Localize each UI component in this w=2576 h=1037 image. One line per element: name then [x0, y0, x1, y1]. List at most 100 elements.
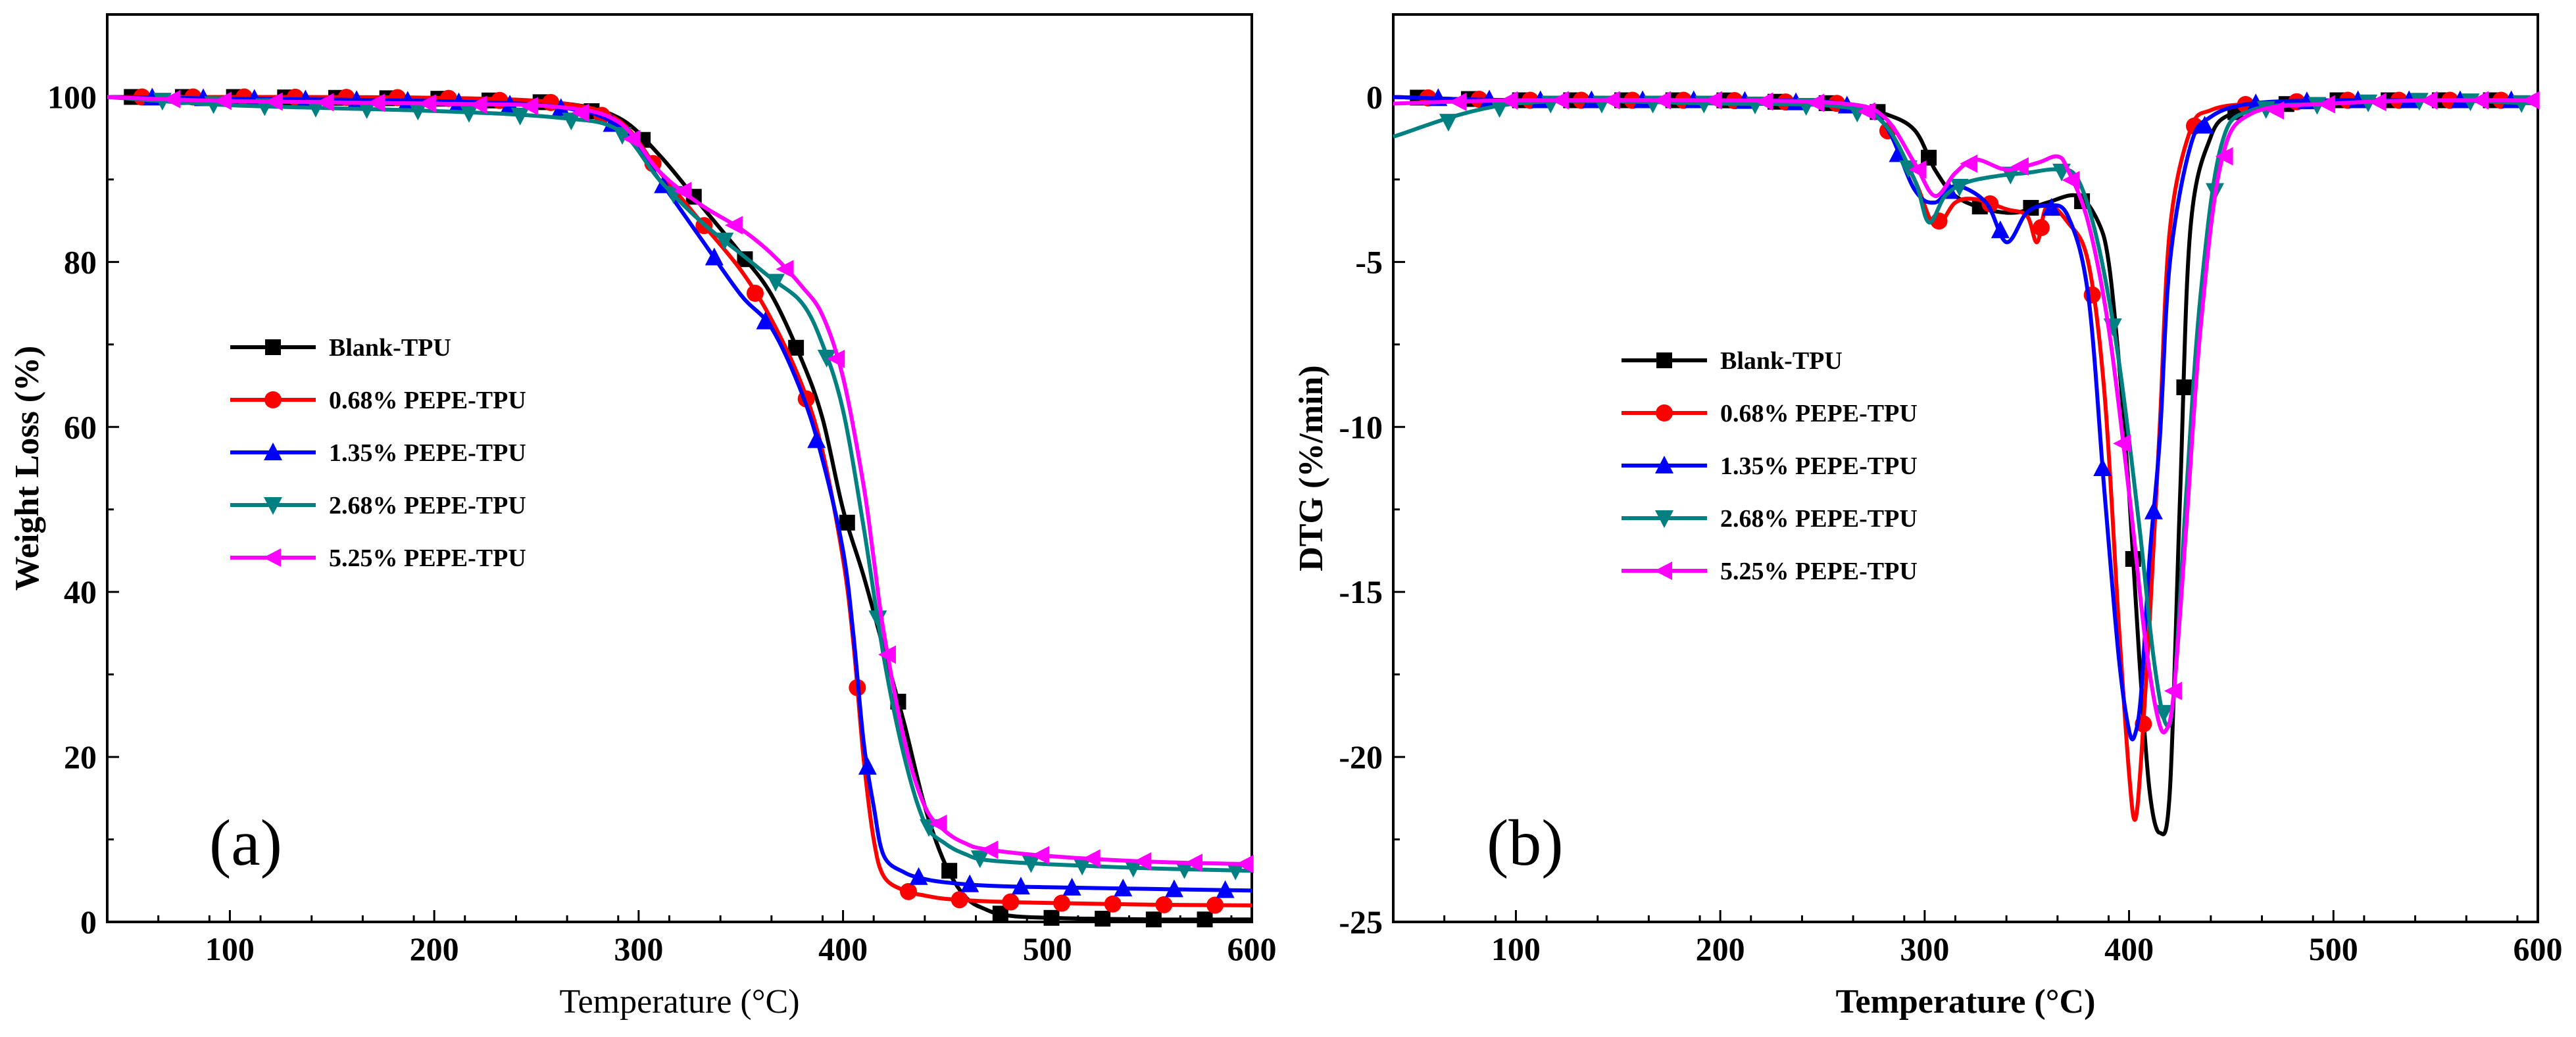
- panel-a-legend-label: 1.35% PEPE-TPU: [329, 439, 526, 467]
- panel-a-series-marker: [367, 93, 385, 112]
- panel-a-legend-label: Blank-TPU: [329, 334, 451, 362]
- panel-a-series-marker: [724, 216, 743, 235]
- panel-b-series-marker: [2164, 681, 2182, 700]
- panel-a-series-marker: [1226, 862, 1245, 880]
- panel-b-legend-label: 5.25% PEPE-TPU: [1720, 558, 1918, 585]
- panel-a-series: [107, 87, 1254, 928]
- panel-b-frame: [1392, 13, 2539, 923]
- panel-a-series-marker: [1197, 911, 1213, 928]
- panel-b-series-marker: [1755, 92, 1773, 111]
- panel-a-series-marker: [162, 89, 181, 109]
- panel-a-series-marker: [264, 92, 283, 111]
- panel-a-ytick-label: 40: [64, 573, 97, 610]
- panel-a-series-marker: [909, 867, 928, 885]
- panel-a-series-marker: [1145, 911, 1162, 928]
- panel-a-series-marker: [929, 814, 947, 833]
- panel-a-series-marker: [1114, 879, 1133, 897]
- panel-a-series-marker: [766, 274, 785, 292]
- panel-a-series-marker: [674, 181, 692, 201]
- panel-a-ytick-label: 20: [64, 738, 97, 775]
- panel-b-legend-label: 2.68% PEPE-TPU: [1720, 505, 1918, 533]
- panel-a-series-marker: [705, 247, 724, 266]
- panel-b-series-line: [1393, 95, 2538, 822]
- panel-b-series-marker: [2419, 91, 2438, 110]
- panel-b-series-marker: [2042, 198, 2061, 216]
- panel-b-series-line: [1393, 95, 2538, 742]
- panel-b-xlabel: Temperature (°C): [1836, 983, 2096, 1021]
- panel-b-series-marker: [1857, 102, 1875, 121]
- panel-a-xtick-label: 600: [1227, 930, 1277, 967]
- panel-a-series-marker: [756, 311, 775, 329]
- panel-a-series-marker: [827, 349, 845, 368]
- panel-a-series-marker: [459, 105, 478, 123]
- panel-b-series-marker: [1848, 105, 1867, 123]
- panel-a-series-marker: [941, 863, 958, 879]
- panel-a-series-marker: [1082, 849, 1101, 868]
- panel-a-series-marker: [418, 94, 436, 113]
- panel-a-series-marker: [746, 285, 764, 302]
- panel-a-legend-marker: [264, 391, 282, 408]
- panel-a-xtick-label: 100: [205, 930, 255, 967]
- panel-b-series-marker: [2215, 147, 2233, 166]
- panel-a-series-line: [107, 95, 1252, 893]
- panel-a-series-marker: [1216, 880, 1235, 898]
- panel-b-ticks: 100 200 300 400 500 600 -25 -20 -15 -10 -5 0: [1339, 13, 2563, 967]
- panel-a-legend-marker: [264, 443, 282, 460]
- panel-b-series-marker: [2471, 91, 2489, 110]
- panel-a-series-marker: [807, 430, 826, 448]
- panel-b-series-marker: [2032, 219, 2050, 237]
- panel-a-label: (a): [209, 806, 282, 879]
- panel-b-series-marker: [2154, 705, 2173, 723]
- panel-b-series-marker: [2010, 157, 2029, 176]
- panel-b-ylabel: DTG (%/min): [1293, 365, 1330, 571]
- panel-a-series-marker: [1235, 854, 1254, 873]
- panel-a-series-marker: [878, 645, 896, 664]
- panel-b-series-marker: [2144, 501, 2163, 519]
- panel-a-series-marker: [1175, 861, 1194, 879]
- panel-b-series-marker: [1602, 91, 1620, 110]
- panel-b-legend-marker: [1654, 562, 1672, 580]
- panel-b-series-marker: [1439, 114, 1458, 132]
- panel-a-series-marker: [900, 882, 917, 900]
- panel-b-series-marker: [2368, 93, 2387, 112]
- panel-b-label: (b): [1487, 806, 1564, 879]
- panel-a-ytick-label: 0: [80, 904, 97, 940]
- panel-a-series-marker: [469, 95, 487, 114]
- panel-a-series-marker: [1104, 895, 1122, 913]
- panel-a-series-marker: [316, 93, 334, 112]
- panel-a-ticks: 100 200 300 400 500 600 0 20 40 60 80 100: [47, 13, 1277, 967]
- panel-b-ytick-label: -25: [1339, 904, 1383, 940]
- panel-b-legend-marker: [1655, 510, 1673, 528]
- panel-a-series-marker: [357, 101, 376, 119]
- panel-a-series-marker: [1053, 894, 1071, 912]
- panel-a-series-line: [107, 95, 1252, 873]
- panel-a-xtick-label: 300: [614, 930, 663, 967]
- panel-b-series-marker: [1899, 160, 1918, 178]
- panel-a-xtick-label: 400: [818, 930, 868, 967]
- panel-a-series-marker: [1031, 846, 1049, 865]
- panel-b-series-marker: [1500, 91, 1518, 110]
- panel-b-series-line: [1393, 98, 2539, 729]
- panel-a-legend-label: 0.68% PEPE-TPU: [329, 387, 526, 414]
- panel-a-series-marker: [409, 103, 428, 121]
- panel-b-series-marker: [1490, 100, 1509, 118]
- panel-a-series-marker: [858, 757, 877, 775]
- panel-b-xtick-label: 500: [2309, 930, 2358, 967]
- panel-b-xtick-label: 100: [1491, 930, 1541, 967]
- panel-b-series-marker: [1550, 91, 1569, 110]
- panel-b-ytick-label: -10: [1339, 408, 1383, 445]
- panel-b-legend-label: 0.68% PEPE-TPU: [1720, 400, 1918, 427]
- panel-b-ytick-label: -15: [1339, 573, 1383, 610]
- panel-a-series-marker: [622, 130, 641, 149]
- panel-a-ylabel: Weight Loss (%): [9, 346, 46, 591]
- panel-a-series-marker: [970, 850, 989, 869]
- panel-a-series-marker: [960, 874, 979, 892]
- panel-b-ytick-label: -20: [1339, 738, 1383, 775]
- panel-a-frame: [106, 13, 1253, 923]
- panel-b-series-marker: [2266, 101, 2285, 120]
- panel-a-series-marker: [1206, 896, 1224, 914]
- panel-a-series-marker: [776, 260, 794, 279]
- panel-b-series-marker: [2062, 170, 2080, 189]
- panel-a-series-marker: [715, 232, 734, 251]
